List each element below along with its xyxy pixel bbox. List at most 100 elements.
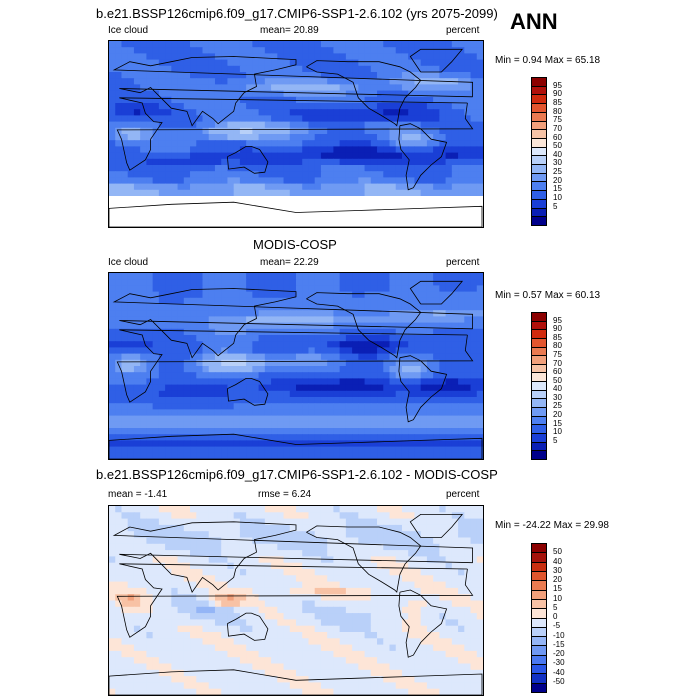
field-cell (296, 146, 303, 154)
field-cell (140, 594, 147, 602)
field-cell (352, 53, 359, 61)
field-cell (133, 109, 141, 116)
field-cell (208, 202, 216, 209)
field-cell (352, 103, 359, 110)
field-cell (115, 183, 123, 191)
field-cell (246, 638, 253, 646)
field-cell (140, 53, 147, 61)
field-cell (433, 434, 440, 441)
field-cell (314, 512, 322, 520)
field-cell (352, 285, 359, 293)
field-cell (140, 171, 147, 178)
field-cell (476, 291, 483, 299)
field-cell (246, 47, 253, 54)
field-cell (146, 421, 154, 429)
field-cell (171, 569, 179, 576)
field-cell (333, 152, 341, 160)
field-cell (383, 208, 391, 216)
field-cell (239, 208, 247, 216)
field-cell (420, 208, 428, 216)
field-cell (140, 440, 147, 448)
field-cell (183, 127, 191, 135)
field-cell (190, 146, 197, 154)
field-cell (458, 434, 465, 441)
field-cell (133, 347, 141, 355)
field-cell (308, 390, 316, 398)
field-cell (258, 146, 266, 154)
field-cell (277, 347, 285, 355)
field-cell (470, 613, 478, 620)
field-cell (389, 310, 397, 317)
field-cell (364, 84, 372, 92)
field-cell (109, 600, 116, 608)
field-cell (121, 518, 129, 526)
field-cell (333, 47, 341, 54)
field-cell (333, 600, 341, 608)
field-cell (121, 428, 129, 435)
field-cell (214, 550, 222, 557)
field-cell (364, 353, 372, 361)
field-cell (408, 78, 416, 85)
field-cell (458, 220, 465, 227)
field-cell (277, 600, 285, 608)
field-cell (239, 335, 247, 342)
field-cell (239, 600, 247, 608)
field-cell (426, 537, 434, 545)
field-cell (345, 600, 353, 608)
field-cell (345, 415, 353, 423)
field-cell (252, 452, 260, 459)
field-cell (121, 575, 129, 583)
field-cell (109, 291, 116, 299)
field-cell (277, 518, 285, 526)
field-cell (296, 421, 303, 429)
field-cell (252, 524, 260, 532)
panel-1-minmax: Min = 0.94 Max = 65.18 (495, 55, 601, 66)
field-cell (227, 452, 235, 459)
field-cell (408, 537, 416, 545)
field-cell (158, 543, 166, 551)
field-cell (339, 434, 347, 441)
field-cell (408, 328, 416, 336)
field-cell (364, 594, 372, 602)
field-cell (333, 421, 341, 429)
field-cell (115, 569, 123, 576)
field-cell (445, 366, 453, 373)
field-cell (401, 177, 409, 185)
field-cell (202, 415, 210, 423)
field-cell (320, 103, 328, 110)
field-cell (208, 177, 216, 185)
field-cell (165, 322, 172, 330)
field-cell (208, 310, 216, 317)
field-cell (364, 359, 372, 367)
field-cell (233, 273, 241, 280)
panel-3-title: b.e21.BSSP126cmip6.f09_g17.CMIP6-SSP1-2.… (96, 467, 498, 482)
field-cell (420, 196, 428, 203)
field-cell (165, 214, 172, 222)
field-cell (177, 506, 185, 513)
field-cell (146, 285, 154, 293)
field-cell (239, 452, 247, 459)
field-cell (196, 165, 204, 172)
field-cell (445, 183, 453, 191)
field-cell (383, 619, 391, 627)
field-cell (140, 600, 147, 608)
field-cell (202, 359, 210, 367)
field-cell (127, 524, 135, 532)
field-cell (414, 65, 422, 73)
field-cell (177, 220, 185, 227)
field-cell (389, 53, 397, 61)
field-cell (283, 619, 291, 627)
field-cell (420, 335, 428, 342)
field-cell (408, 518, 416, 526)
field-cell (445, 390, 453, 398)
field-cell (140, 78, 147, 85)
field-cell (246, 575, 253, 583)
field-cell (370, 378, 378, 386)
field-cell (158, 512, 166, 520)
field-cell (377, 600, 384, 608)
field-cell (296, 378, 303, 386)
field-cell (302, 452, 310, 459)
field-cell (246, 171, 253, 178)
field-cell (264, 409, 272, 417)
field-cell (314, 606, 322, 614)
